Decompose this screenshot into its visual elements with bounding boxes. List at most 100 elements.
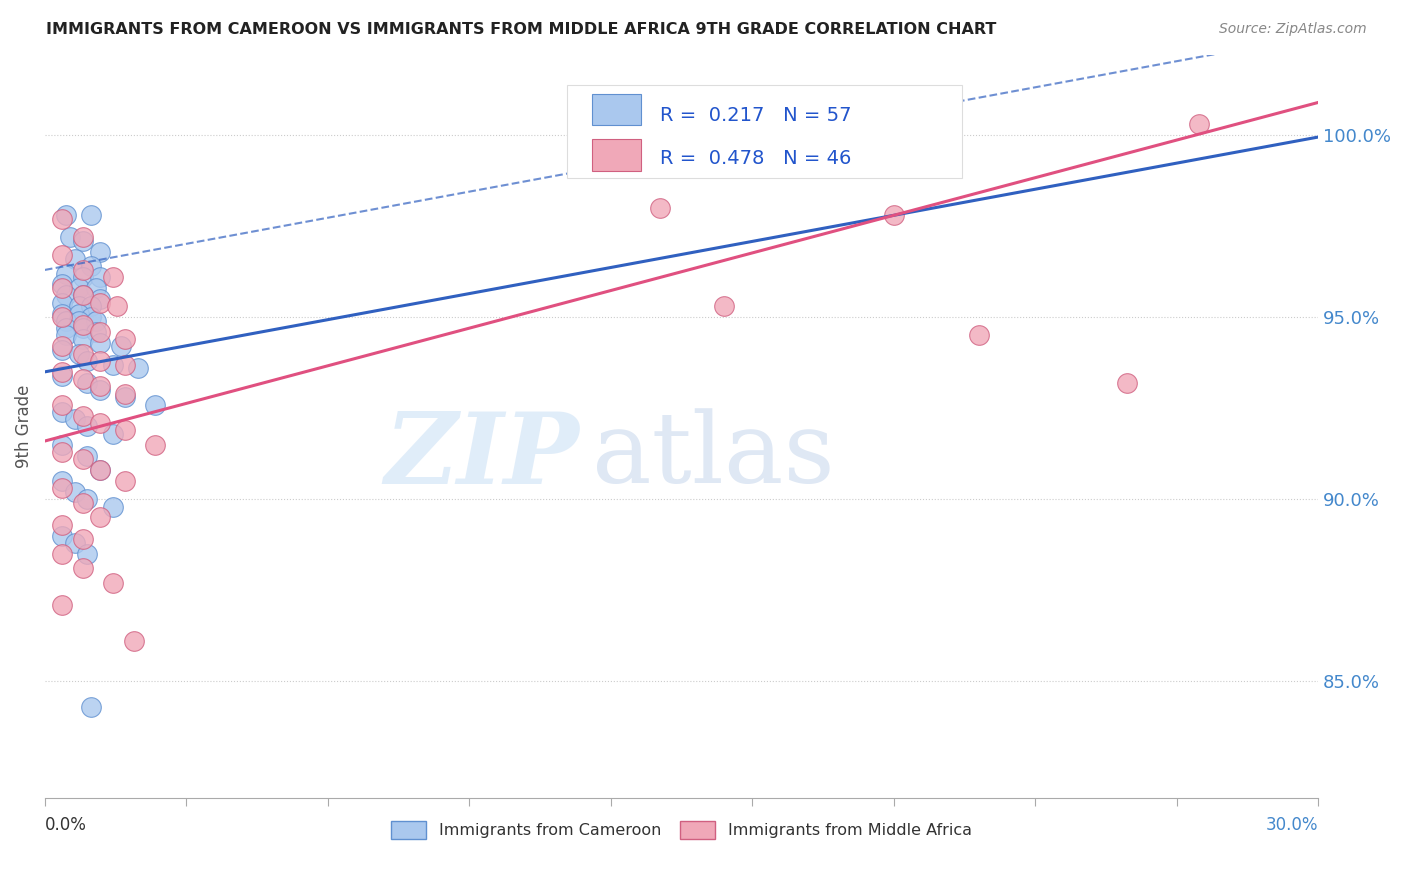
Point (713, 299, 735, 313)
Point (89, 383, 111, 397)
Point (76, 449, 98, 463)
Text: ZIP: ZIP (385, 408, 579, 504)
Text: 30.0%: 30.0% (1265, 816, 1319, 834)
Point (80, 310, 103, 325)
Point (114, 386, 136, 401)
Text: 0.0%: 0.0% (45, 816, 87, 834)
Point (72, 409, 94, 423)
Point (1116, 376, 1139, 390)
Legend: Immigrants from Cameroon, Immigrants from Middle Africa: Immigrants from Cameroon, Immigrants fro… (384, 814, 979, 846)
Point (89, 510, 111, 524)
Point (1188, 117, 1211, 131)
Point (114, 423, 136, 437)
Point (80, 260, 103, 274)
Point (89, 379, 111, 393)
Point (89, 354, 111, 368)
Text: IMMIGRANTS FROM CAMEROON VS IMMIGRANTS FROM MIDDLE AFRICA 9TH GRADE CORRELATION : IMMIGRANTS FROM CAMEROON VS IMMIGRANTS F… (46, 22, 997, 37)
Point (59, 230, 82, 244)
Point (72, 230, 94, 244)
Point (89, 325, 111, 339)
Point (84, 281, 107, 295)
Point (51, 211, 73, 226)
Point (67, 281, 90, 295)
Point (89, 335, 111, 350)
Point (72, 346, 94, 360)
Point (101, 426, 124, 441)
Point (967, 328, 990, 343)
Point (72, 496, 94, 510)
Point (51, 295, 73, 310)
Point (51, 398, 73, 412)
Point (55, 321, 77, 335)
Point (55, 328, 77, 343)
Point (51, 529, 73, 543)
Point (72, 234, 94, 248)
Point (76, 492, 98, 507)
Point (51, 474, 73, 488)
Point (72, 533, 94, 547)
Bar (592, 139, 641, 170)
Point (105, 299, 128, 313)
Point (80, 699, 103, 714)
Point (114, 390, 136, 404)
Text: R =  0.478   N = 46: R = 0.478 N = 46 (659, 149, 851, 168)
Point (127, 361, 149, 376)
Point (51, 547, 73, 561)
Point (51, 481, 73, 495)
Point (76, 419, 98, 434)
Point (101, 500, 124, 514)
Point (89, 463, 111, 477)
Text: R =  0.217   N = 57: R = 0.217 N = 57 (659, 106, 851, 126)
Point (63, 412, 86, 426)
Y-axis label: 9th Grade: 9th Grade (15, 384, 32, 468)
Point (51, 343, 73, 357)
Point (55, 288, 77, 302)
Point (51, 368, 73, 383)
Point (63, 536, 86, 550)
Point (72, 270, 94, 285)
Text: atlas: atlas (592, 409, 835, 504)
Point (72, 288, 94, 302)
Point (67, 346, 90, 360)
Point (51, 310, 73, 325)
Point (72, 561, 94, 575)
Point (89, 270, 111, 285)
Point (51, 248, 73, 262)
Point (51, 517, 73, 532)
Point (51, 339, 73, 353)
Point (84, 314, 107, 328)
Bar (592, 94, 641, 125)
Point (101, 270, 124, 285)
Point (143, 438, 166, 452)
Point (76, 376, 98, 390)
Point (89, 244, 111, 259)
Point (72, 318, 94, 332)
FancyBboxPatch shape (567, 85, 962, 178)
Point (51, 598, 73, 612)
Point (101, 576, 124, 591)
Point (63, 485, 86, 500)
Point (72, 263, 94, 277)
Point (67, 314, 90, 328)
Point (72, 321, 94, 335)
Point (51, 307, 73, 321)
Point (80, 208, 103, 222)
Point (122, 634, 145, 648)
Point (55, 208, 77, 222)
Point (76, 354, 98, 368)
Point (80, 299, 103, 313)
Point (89, 295, 111, 310)
Point (51, 438, 73, 452)
Point (89, 292, 111, 306)
Point (72, 372, 94, 386)
Point (650, 201, 672, 215)
Point (51, 365, 73, 379)
Point (72, 452, 94, 467)
Point (89, 463, 111, 477)
Point (72, 288, 94, 302)
Point (76, 547, 98, 561)
Point (67, 299, 90, 313)
Point (84, 325, 107, 339)
Point (51, 277, 73, 292)
Point (72, 332, 94, 346)
